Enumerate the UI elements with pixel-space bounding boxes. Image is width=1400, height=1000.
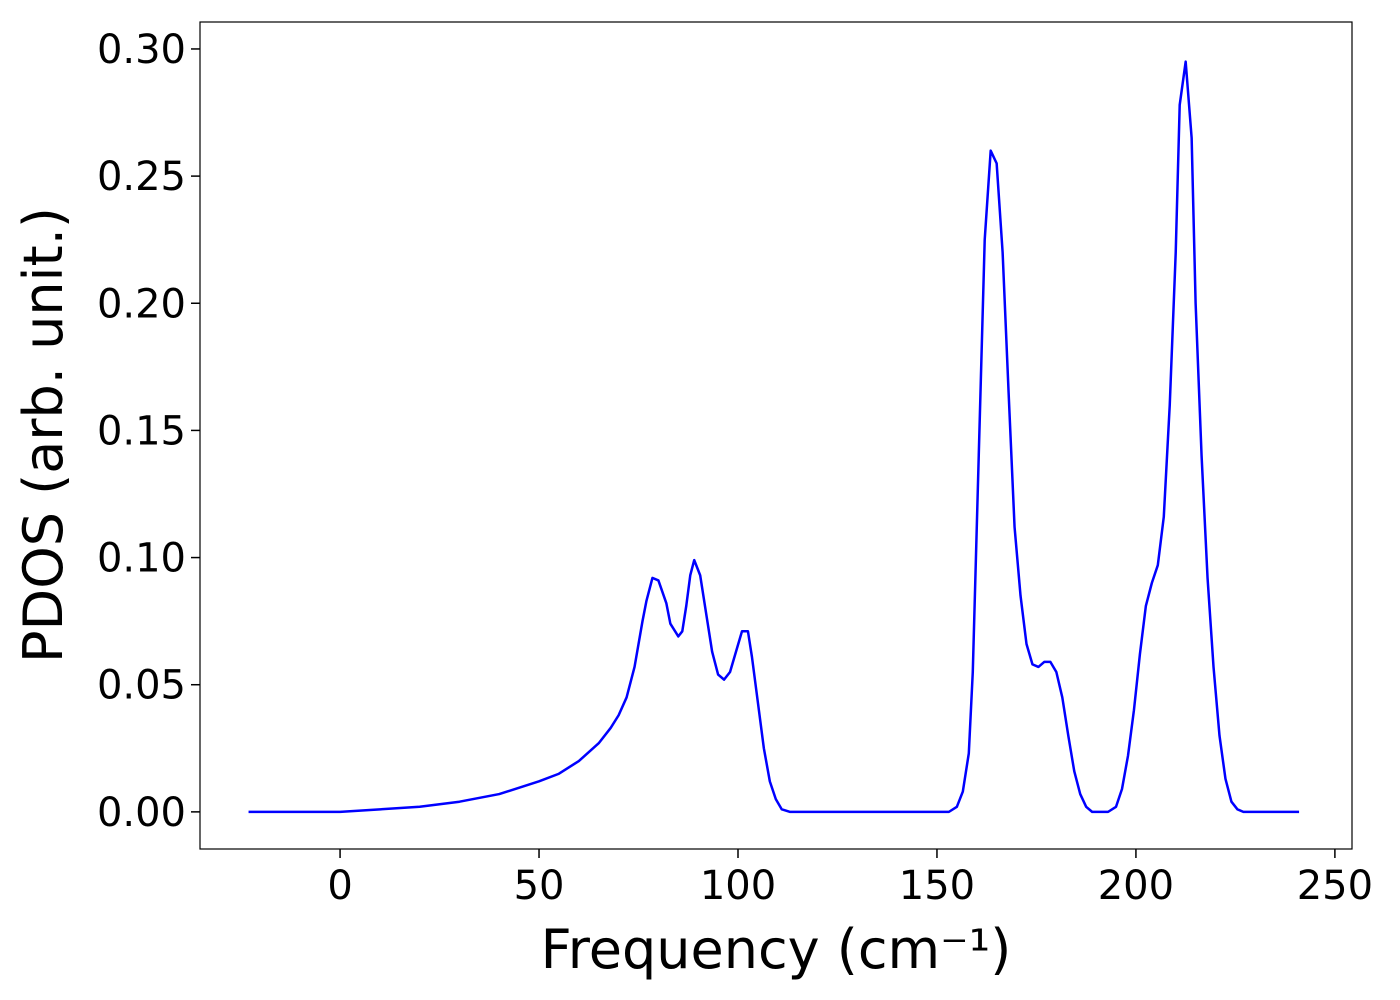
line-series xyxy=(248,60,1300,814)
x-tick-label: 100 xyxy=(700,863,776,909)
x-tick-label: 200 xyxy=(1098,863,1174,909)
y-tick-label: 0.15 xyxy=(97,408,186,454)
x-tick-label: 150 xyxy=(899,863,975,909)
x-tick-label: 0 xyxy=(327,863,352,909)
x-tick-label: 250 xyxy=(1297,863,1373,909)
x-tick-label: 50 xyxy=(514,863,565,909)
y-tick-label: 0.20 xyxy=(97,281,186,327)
y-tick-label: 0.05 xyxy=(97,663,186,709)
x-axis-label: Frequency (cm⁻¹) xyxy=(541,918,1012,981)
y-axis-label: PDOS (arb. unit.) xyxy=(12,207,75,663)
y-tick-label: 0.25 xyxy=(97,154,186,200)
y-tick-label: 0.30 xyxy=(97,27,186,73)
y-tick-label: 0.10 xyxy=(97,536,186,582)
y-tick-label: 0.00 xyxy=(97,790,186,836)
plot-frame xyxy=(199,21,1353,850)
